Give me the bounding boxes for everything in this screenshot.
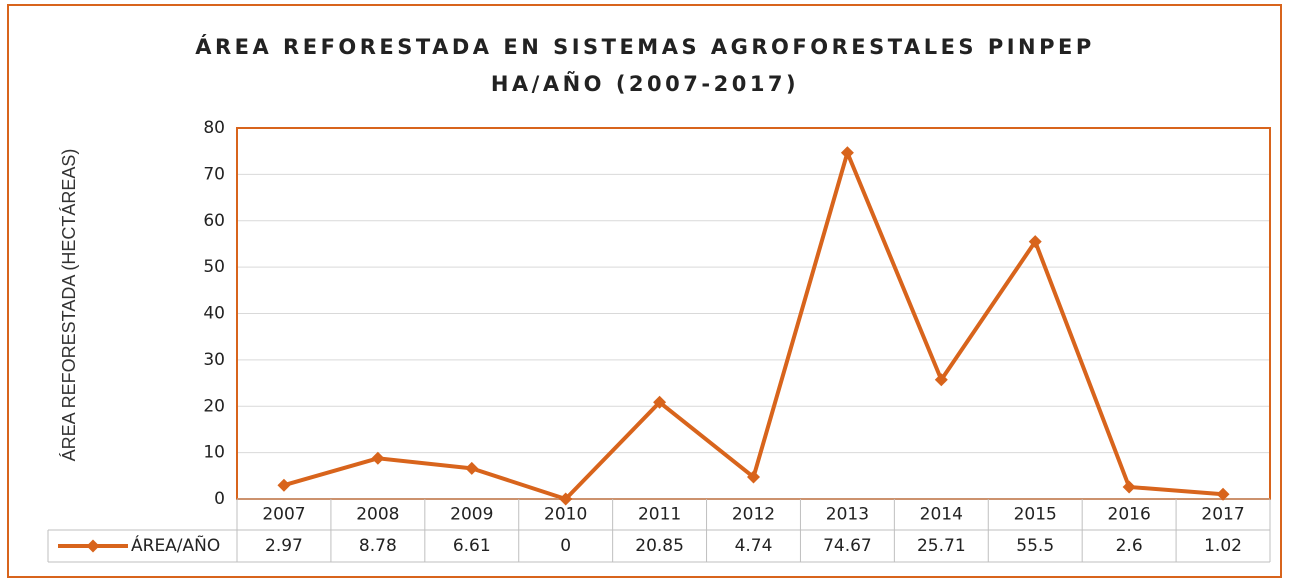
table-value: 2.6 bbox=[1116, 536, 1143, 556]
y-axis-label: ÁREA REFORESTADA (HECTÁREAS) bbox=[59, 149, 79, 462]
y-tick-label: 10 bbox=[203, 443, 225, 463]
y-tick-label: 50 bbox=[203, 257, 225, 277]
marker bbox=[934, 373, 948, 387]
x-tick-label: 2014 bbox=[920, 505, 963, 525]
table-value: 6.61 bbox=[453, 536, 491, 556]
x-tick-label: 2016 bbox=[1108, 505, 1151, 525]
x-tick-label: 2008 bbox=[356, 505, 399, 525]
marker bbox=[747, 470, 760, 484]
chart-title: ÁREA REFORESTADA EN SISTEMAS AGROFORESTA… bbox=[195, 34, 1095, 59]
x-tick-label: 2012 bbox=[732, 505, 775, 525]
table-value: 55.5 bbox=[1016, 536, 1054, 556]
table-value: 20.85 bbox=[635, 536, 684, 556]
table-value: 1.02 bbox=[1204, 536, 1242, 556]
marker bbox=[653, 395, 667, 409]
marker bbox=[1122, 480, 1136, 494]
marker bbox=[840, 146, 854, 160]
y-tick-label: 60 bbox=[203, 211, 225, 231]
table-value: 8.78 bbox=[359, 536, 397, 556]
marker bbox=[1216, 487, 1230, 501]
y-tick-label: 0 bbox=[214, 489, 225, 509]
chart-title: HA/AÑO (2007-2017) bbox=[491, 71, 799, 96]
chart-frame bbox=[7, 4, 1282, 578]
y-tick-label: 30 bbox=[203, 350, 225, 370]
table-value: 25.71 bbox=[917, 536, 966, 556]
x-tick-label: 2009 bbox=[450, 505, 493, 525]
marker bbox=[277, 478, 291, 492]
x-tick-label: 2015 bbox=[1014, 505, 1057, 525]
marker bbox=[465, 461, 479, 475]
legend-label: ÁREA/AÑO bbox=[131, 534, 220, 556]
x-tick-label: 2007 bbox=[262, 505, 305, 525]
marker bbox=[559, 492, 573, 506]
y-tick-label: 40 bbox=[203, 304, 225, 324]
legend-marker bbox=[86, 539, 100, 553]
marker bbox=[371, 451, 385, 465]
x-tick-label: 2011 bbox=[638, 505, 681, 525]
y-tick-label: 80 bbox=[203, 118, 225, 138]
table-value: 2.97 bbox=[265, 536, 303, 556]
y-tick-label: 70 bbox=[203, 164, 225, 184]
table-value: 0 bbox=[560, 536, 571, 556]
x-tick-label: 2010 bbox=[544, 505, 587, 525]
x-tick-label: 2013 bbox=[826, 505, 869, 525]
y-tick-label: 20 bbox=[203, 396, 225, 416]
table-value: 74.67 bbox=[823, 536, 872, 556]
x-tick-label: 2017 bbox=[1201, 505, 1244, 525]
table-value: 4.74 bbox=[735, 536, 773, 556]
marker bbox=[1028, 235, 1042, 249]
